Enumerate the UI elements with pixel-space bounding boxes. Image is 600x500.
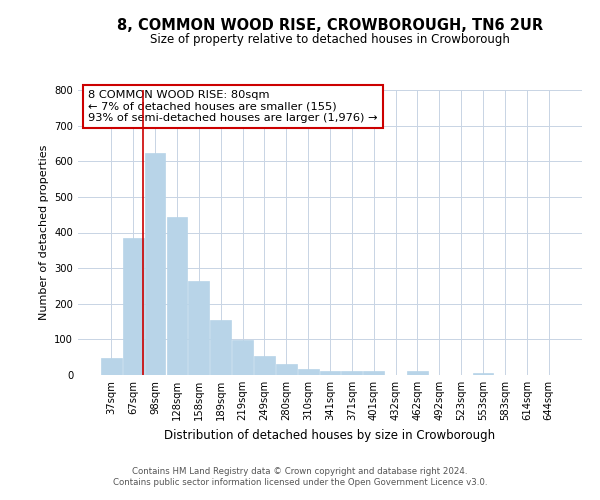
Bar <box>210 320 231 375</box>
Bar <box>232 340 253 375</box>
Bar <box>254 356 275 375</box>
Bar <box>407 370 428 375</box>
Bar <box>167 217 187 375</box>
Bar <box>341 370 362 375</box>
Bar <box>298 369 319 375</box>
X-axis label: Distribution of detached houses by size in Crowborough: Distribution of detached houses by size … <box>164 428 496 442</box>
Text: Size of property relative to detached houses in Crowborough: Size of property relative to detached ho… <box>150 32 510 46</box>
Bar <box>276 364 296 375</box>
Y-axis label: Number of detached properties: Number of detached properties <box>39 145 49 320</box>
Text: Contains public sector information licensed under the Open Government Licence v3: Contains public sector information licen… <box>113 478 487 487</box>
Bar <box>320 370 340 375</box>
Bar <box>145 154 166 375</box>
Text: Contains HM Land Registry data © Crown copyright and database right 2024.: Contains HM Land Registry data © Crown c… <box>132 467 468 476</box>
Bar <box>364 370 384 375</box>
Bar <box>188 280 209 375</box>
Bar <box>123 238 143 375</box>
Bar <box>101 358 122 375</box>
Text: 8 COMMON WOOD RISE: 80sqm
← 7% of detached houses are smaller (155)
93% of semi-: 8 COMMON WOOD RISE: 80sqm ← 7% of detach… <box>88 90 377 123</box>
Text: 8, COMMON WOOD RISE, CROWBOROUGH, TN6 2UR: 8, COMMON WOOD RISE, CROWBOROUGH, TN6 2U… <box>117 18 543 32</box>
Bar <box>473 373 493 375</box>
